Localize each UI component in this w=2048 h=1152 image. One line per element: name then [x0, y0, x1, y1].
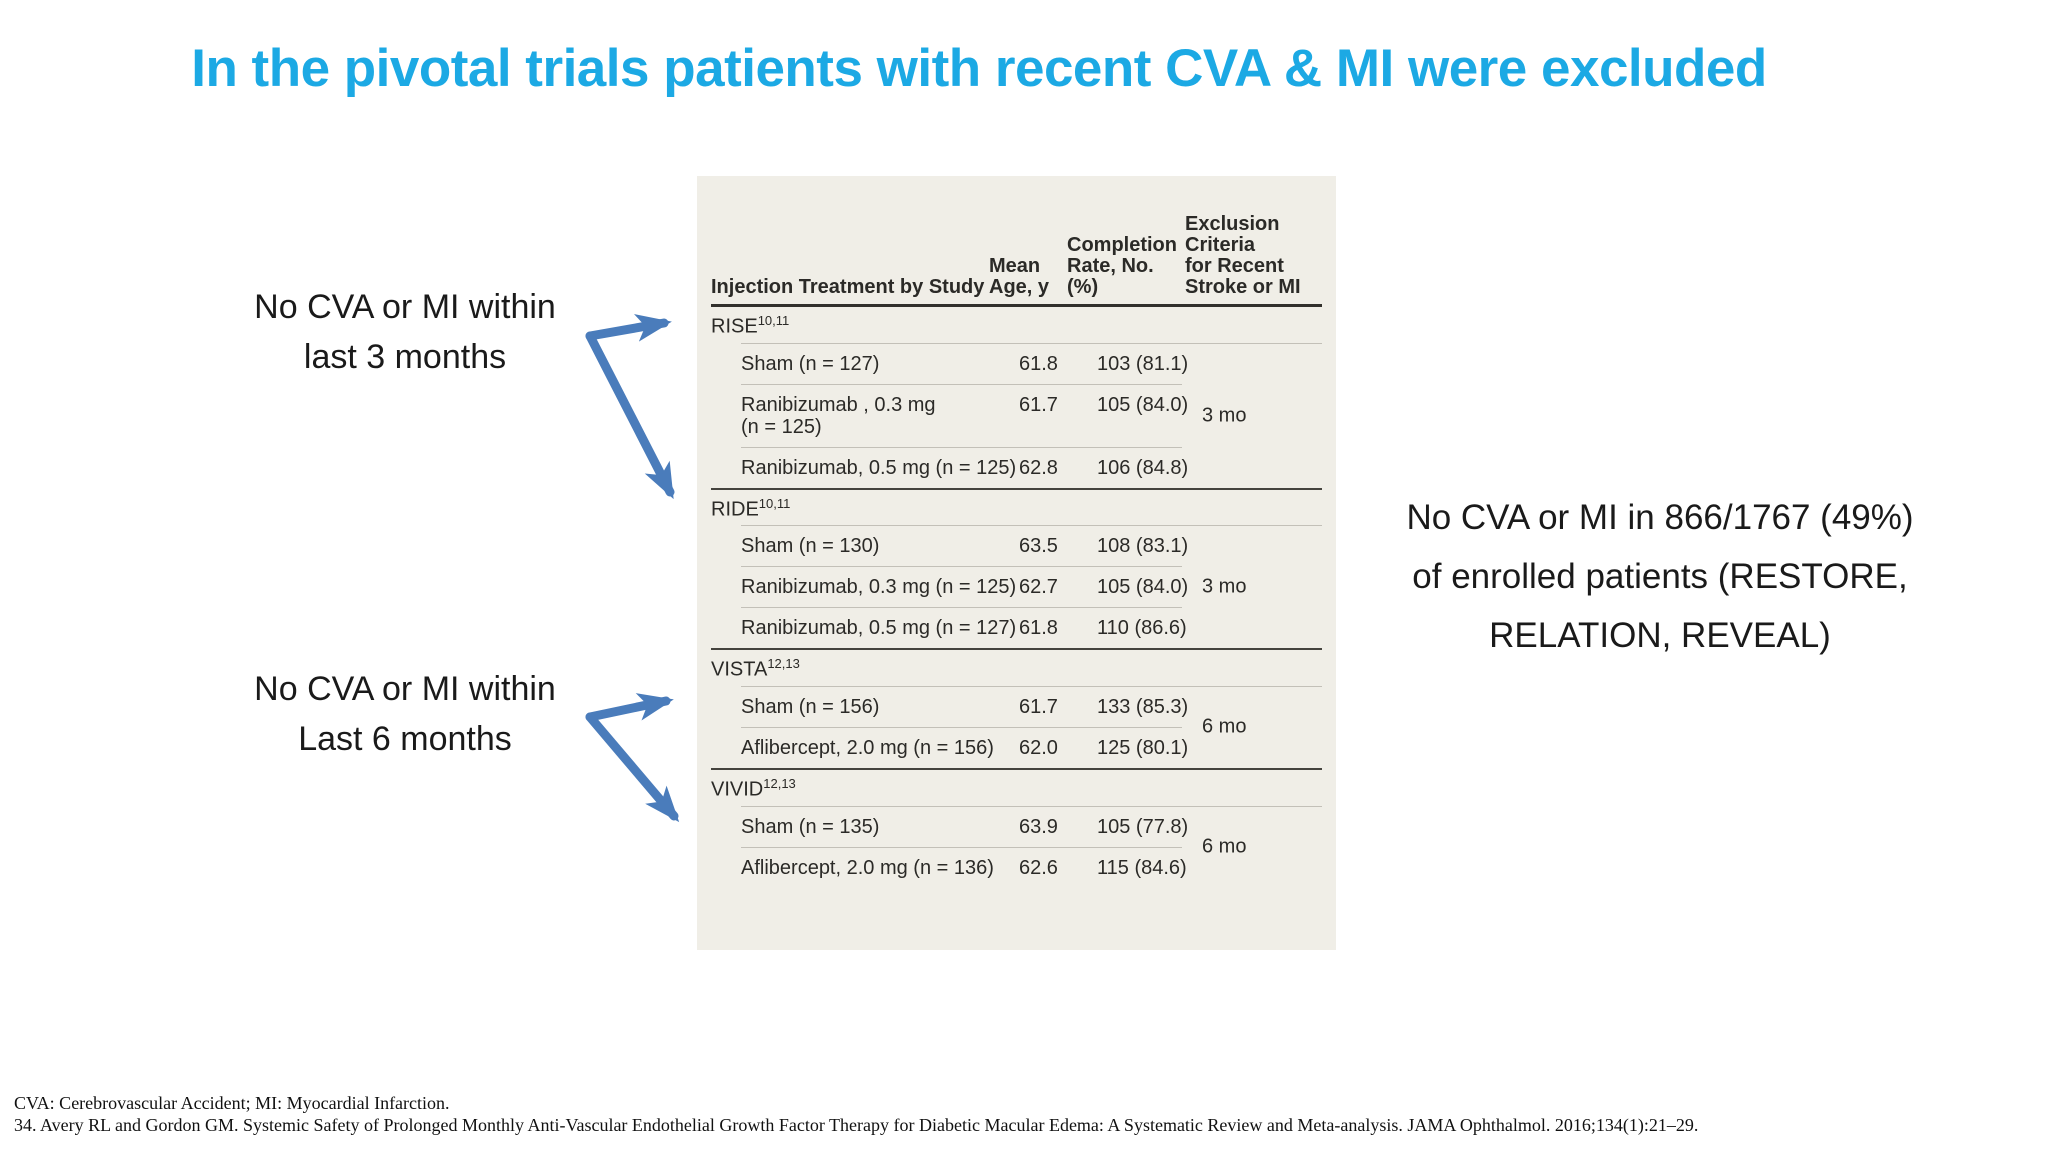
treatment-cell: Ranibizumab, 0.3 mg (n = 125) — [741, 576, 1017, 599]
group-body: Sham (n = 135) 63.9 105 (77.8) Afliberce… — [711, 807, 1322, 888]
table-group-ride: RIDE10,11 Sham (n = 130) 63.5 108 (83.1)… — [711, 487, 1322, 649]
table-group-rise: RISE10,11 Sham (n = 127) 61.8 103 (81.1)… — [711, 307, 1322, 488]
study-superscript: 10,11 — [757, 313, 790, 328]
row-divider — [741, 383, 1182, 385]
table-row: Sham (n = 135) 63.9 105 (77.8) — [711, 807, 1322, 847]
table-row: Sham (n = 127) 61.8 103 (81.1) — [711, 344, 1322, 384]
study-name: VIVID — [711, 778, 764, 801]
table-group-vista: VISTA12,13 Sham (n = 156) 61.7 133 (85.3… — [711, 648, 1322, 768]
study-group-label: VIVID12,13 — [711, 770, 1322, 806]
treatment-cell: Sham (n = 135) — [741, 815, 880, 838]
study-superscript: 12,13 — [763, 775, 796, 791]
study-name: RISE — [711, 315, 758, 338]
age-cell: 63.9 — [1019, 815, 1058, 838]
table-row: Sham (n = 156) 61.7 133 (85.3) — [711, 687, 1322, 727]
treatment-cell: Ranibizumab, 0.5 mg (n = 125) — [741, 456, 1017, 479]
callout-enrolled-patients: No CVA or MI in 866/1767 (49%) of enroll… — [1406, 498, 1914, 655]
study-group-label: RIDE10,11 — [711, 490, 1322, 526]
treatment-cell: Ranibizumab, 0.5 mg (n = 127) — [741, 617, 1017, 640]
treatment-cell: Sham (n = 130) — [741, 535, 880, 558]
footnote-abbreviations: CVA: Cerebrovascular Accident; MI: Myoca… — [14, 1093, 450, 1113]
group-divider — [741, 525, 1322, 527]
study-group-label: RISE10,11 — [711, 307, 1322, 343]
completion-cell: 106 (84.8) — [1097, 456, 1189, 479]
row-divider — [741, 566, 1182, 568]
completion-cell: 125 (80.1) — [1097, 736, 1189, 759]
group-divider — [741, 685, 1322, 687]
exclusion-value: 3 mo — [1202, 404, 1247, 427]
table-row: Ranibizumab, 0.5 mg (n = 125) 62.8 106 (… — [711, 448, 1322, 488]
callout-3-months: No CVA or MI within last 3 months — [254, 288, 556, 376]
age-cell: 62.6 — [1019, 856, 1058, 879]
header-study: Injection Treatment by Study — [711, 276, 985, 298]
study-name: RIDE — [711, 498, 759, 521]
group-body: Sham (n = 156) 61.7 133 (85.3) Afliberce… — [711, 687, 1322, 768]
callout-6-months: No CVA or MI within Last 6 months — [254, 670, 556, 758]
group-divider — [741, 342, 1322, 344]
trials-table: Injection Treatment by Study Mean Age, y… — [697, 176, 1336, 950]
table-row: Ranibizumab, 0.5 mg (n = 127) 61.8 110 (… — [711, 608, 1322, 648]
header-mean-age: Mean Age, y — [989, 255, 1050, 298]
completion-cell: 133 (85.3) — [1097, 695, 1189, 718]
completion-cell: 105 (84.0) — [1097, 576, 1189, 599]
completion-cell: 105 (84.0) — [1097, 393, 1189, 416]
age-cell: 61.8 — [1019, 352, 1058, 375]
age-cell: 62.7 — [1019, 576, 1058, 599]
header-completion-rate: Completion Rate, No. (%) — [1067, 234, 1177, 298]
table-row: Sham (n = 130) 63.5 108 (83.1) — [711, 526, 1322, 566]
completion-cell: 105 (77.8) — [1097, 815, 1189, 838]
completion-cell: 103 (81.1) — [1097, 352, 1189, 375]
treatment-cell: Ranibizumab , 0.3 mg (n = 125) — [741, 393, 936, 438]
row-divider — [741, 607, 1182, 609]
table-row: Aflibercept, 2.0 mg (n = 156) 62.0 125 (… — [711, 728, 1322, 768]
age-cell: 62.0 — [1019, 736, 1058, 759]
study-superscript: 10,11 — [758, 495, 791, 511]
slide-title: In the pivotal trials patients with rece… — [191, 39, 1767, 98]
completion-cell: 110 (86.6) — [1097, 617, 1187, 640]
group-divider — [741, 805, 1322, 807]
table-header-row: Injection Treatment by Study Mean Age, y… — [711, 186, 1322, 307]
row-divider — [741, 446, 1182, 448]
treatment-cell: Aflibercept, 2.0 mg (n = 156) — [741, 736, 994, 759]
study-name: VISTA — [711, 658, 768, 681]
study-group-label: VISTA12,13 — [711, 650, 1322, 686]
treatment-cell: Aflibercept, 2.0 mg (n = 136) — [741, 856, 994, 879]
completion-cell: 115 (84.6) — [1097, 856, 1187, 879]
table-row: Aflibercept, 2.0 mg (n = 136) 62.6 115 (… — [711, 848, 1322, 888]
footnotes: CVA: Cerebrovascular Accident; MI: Myoca… — [14, 1092, 2034, 1136]
row-divider — [741, 726, 1182, 728]
age-cell: 61.7 — [1019, 695, 1058, 718]
group-body: Sham (n = 130) 63.5 108 (83.1) Ranibizum… — [711, 526, 1322, 648]
treatment-cell: Sham (n = 156) — [741, 695, 880, 718]
age-cell: 63.5 — [1019, 535, 1058, 558]
table-row: Ranibizumab, 0.3 mg (n = 125) 62.7 105 (… — [711, 567, 1322, 607]
exclusion-value: 6 mo — [1202, 835, 1247, 858]
table-row: Ranibizumab , 0.3 mg (n = 125) 61.7 105 … — [711, 385, 1322, 447]
exclusion-value: 6 mo — [1202, 715, 1247, 738]
header-exclusion-criteria: Exclusion Criteria for Recent Stroke or … — [1185, 213, 1301, 298]
exclusion-value: 3 mo — [1202, 575, 1247, 598]
age-cell: 62.8 — [1019, 456, 1058, 479]
row-divider — [741, 846, 1182, 848]
study-superscript: 12,13 — [767, 656, 800, 672]
table-group-vivid: VIVID12,13 Sham (n = 135) 63.9 105 (77.8… — [711, 767, 1322, 888]
group-body: Sham (n = 127) 61.8 103 (81.1) Ranibizum… — [711, 344, 1322, 488]
age-cell: 61.7 — [1019, 393, 1058, 416]
completion-cell: 108 (83.1) — [1097, 535, 1189, 558]
treatment-cell: Sham (n = 127) — [741, 352, 880, 375]
footnote-reference: 34. Avery RL and Gordon GM. Systemic Saf… — [14, 1115, 1699, 1135]
age-cell: 61.8 — [1019, 617, 1058, 640]
